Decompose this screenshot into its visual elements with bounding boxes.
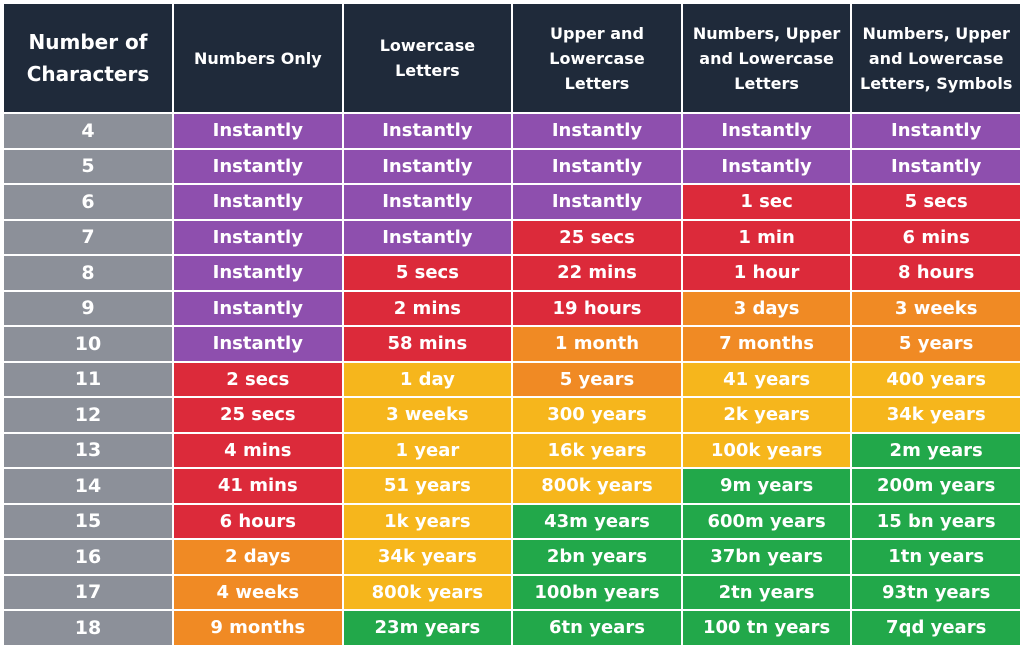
time-cell: 93tn years	[852, 575, 1020, 609]
time-cell: Instantly	[852, 114, 1020, 148]
time-cell: 23m years	[343, 611, 512, 645]
time-cell: 2 mins	[343, 291, 512, 325]
length-cell: 15	[4, 504, 172, 538]
time-cell: 1k years	[343, 504, 512, 538]
time-cell: 2tn years	[682, 575, 851, 609]
time-cell: 9 months	[174, 611, 342, 645]
time-cell: 15 bn years	[852, 504, 1020, 538]
time-cell: 3 weeks	[852, 291, 1020, 325]
time-cell: 400 years	[852, 362, 1020, 396]
time-cell: 2m years	[852, 433, 1020, 467]
time-cell: 3 days	[682, 291, 851, 325]
length-cell: 5	[4, 149, 172, 183]
time-cell: 300 years	[513, 398, 681, 432]
time-cell: 1 hour	[682, 256, 851, 290]
time-cell: 5 years	[513, 362, 681, 396]
column-header: Numbers, Upper and Lowercase Letters, Sy…	[852, 4, 1020, 112]
time-cell: 51 years	[343, 469, 512, 503]
time-cell: 34k years	[343, 540, 512, 574]
column-header: Numbers Only	[174, 4, 342, 112]
time-cell: Instantly	[174, 291, 342, 325]
time-cell: 5 secs	[343, 256, 512, 290]
length-cell: 13	[4, 433, 172, 467]
column-header: Lowercase Letters	[343, 4, 512, 112]
time-cell: 600m years	[682, 504, 851, 538]
length-cell: 14	[4, 469, 172, 503]
time-cell: Instantly	[682, 114, 851, 148]
time-cell: 22 mins	[513, 256, 681, 290]
length-cell: 17	[4, 575, 172, 609]
time-cell: Instantly	[343, 114, 512, 148]
time-cell: 5 years	[852, 327, 1020, 361]
time-cell: Instantly	[174, 149, 342, 183]
time-cell: 6tn years	[513, 611, 681, 645]
time-cell: 2bn years	[513, 540, 681, 574]
time-cell: Instantly	[174, 327, 342, 361]
time-cell: 58 mins	[343, 327, 512, 361]
column-header: Numbers, Upper and Lowercase Letters	[682, 4, 851, 112]
time-cell: 7 months	[682, 327, 851, 361]
time-cell: 100 tn years	[682, 611, 851, 645]
length-cell: 6	[4, 185, 172, 219]
time-cell: 41 years	[682, 362, 851, 396]
length-cell: 12	[4, 398, 172, 432]
time-cell: 1tn years	[852, 540, 1020, 574]
length-cell: 10	[4, 327, 172, 361]
time-cell: Instantly	[343, 149, 512, 183]
time-cell: 2 days	[174, 540, 342, 574]
time-cell: 2 secs	[174, 362, 342, 396]
time-cell: 16k years	[513, 433, 681, 467]
time-cell: 19 hours	[513, 291, 681, 325]
time-cell: 6 mins	[852, 220, 1020, 254]
length-cell: 16	[4, 540, 172, 574]
time-cell: Instantly	[343, 220, 512, 254]
column-header: Number of Characters	[4, 4, 172, 112]
time-cell: 1 month	[513, 327, 681, 361]
time-cell: Instantly	[513, 185, 681, 219]
length-cell: 7	[4, 220, 172, 254]
time-cell: Instantly	[513, 149, 681, 183]
time-cell: 1 day	[343, 362, 512, 396]
time-cell: Instantly	[174, 256, 342, 290]
time-cell: 1 year	[343, 433, 512, 467]
time-cell: 7qd years	[852, 611, 1020, 645]
length-cell: 8	[4, 256, 172, 290]
time-cell: 2k years	[682, 398, 851, 432]
time-cell: Instantly	[174, 220, 342, 254]
time-cell: Instantly	[174, 114, 342, 148]
time-cell: Instantly	[343, 185, 512, 219]
time-cell: Instantly	[513, 114, 681, 148]
time-cell: 41 mins	[174, 469, 342, 503]
time-cell: 800k years	[343, 575, 512, 609]
time-cell: 25 secs	[513, 220, 681, 254]
time-cell: 25 secs	[174, 398, 342, 432]
time-cell: 4 weeks	[174, 575, 342, 609]
length-cell: 4	[4, 114, 172, 148]
time-cell: 100bn years	[513, 575, 681, 609]
time-cell: 800k years	[513, 469, 681, 503]
time-cell: 37bn years	[682, 540, 851, 574]
time-cell: 3 weeks	[343, 398, 512, 432]
time-cell: 200m years	[852, 469, 1020, 503]
time-cell: 34k years	[852, 398, 1020, 432]
time-cell: 8 hours	[852, 256, 1020, 290]
time-cell: 5 secs	[852, 185, 1020, 219]
time-cell: Instantly	[682, 149, 851, 183]
time-cell: 1 sec	[682, 185, 851, 219]
length-cell: 11	[4, 362, 172, 396]
time-cell: 1 min	[682, 220, 851, 254]
time-cell: 100k years	[682, 433, 851, 467]
password-table: Number of Characters Numbers Only Lowercas…	[4, 4, 1020, 645]
column-header: Upper and Lowercase Letters	[513, 4, 681, 112]
time-cell: 43m years	[513, 504, 681, 538]
time-cell: 9m years	[682, 469, 851, 503]
time-cell: Instantly	[852, 149, 1020, 183]
length-cell: 18	[4, 611, 172, 645]
time-cell: Instantly	[174, 185, 342, 219]
time-cell: 4 mins	[174, 433, 342, 467]
length-cell: 9	[4, 291, 172, 325]
time-cell: 6 hours	[174, 504, 342, 538]
